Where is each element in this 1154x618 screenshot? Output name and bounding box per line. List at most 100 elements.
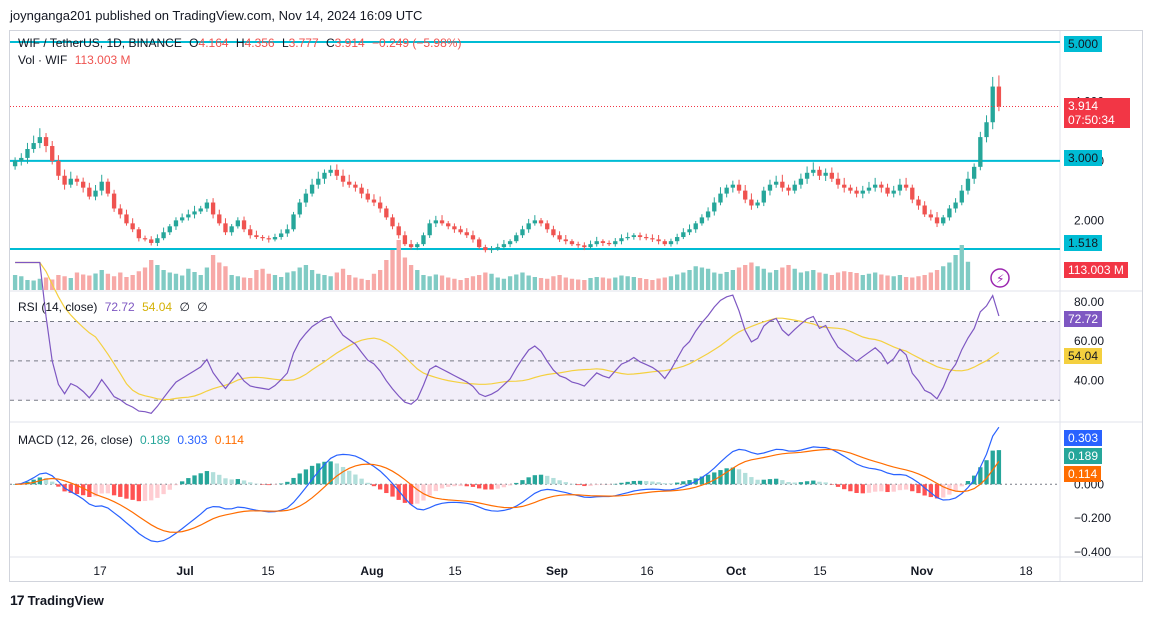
volume-bar — [928, 272, 934, 290]
volume-bar — [464, 278, 469, 290]
macd-histogram-bar — [773, 478, 779, 485]
time-axis-tick: 18 — [1019, 564, 1033, 578]
volume-bar — [674, 274, 680, 290]
macd-histogram-bar — [978, 467, 983, 485]
volume-bar — [297, 267, 302, 290]
volume-bar — [402, 257, 408, 290]
macd-histogram-bar — [699, 476, 705, 485]
macd-label[interactable]: MACD (12, 26, close) — [18, 433, 133, 447]
candle-body — [674, 237, 680, 242]
macd-histogram-bar — [730, 467, 736, 485]
symbol-label[interactable]: WIF / TetherUS, 1D, BINANCE — [18, 36, 182, 50]
candle-body — [303, 193, 309, 203]
volume-bar — [823, 273, 828, 290]
candle-body — [693, 223, 698, 230]
candle-body — [532, 220, 538, 224]
macd-histogram-bar — [804, 481, 810, 485]
volume-bar — [699, 267, 705, 290]
volume-bar — [74, 272, 80, 290]
volume-bar — [359, 278, 364, 290]
volume-bar — [458, 280, 463, 290]
price-tag-value: 3.914 — [1068, 99, 1099, 113]
volume-bar — [656, 278, 661, 290]
candle-body — [557, 235, 562, 240]
volume-bar — [56, 275, 61, 290]
candle-body — [910, 187, 915, 200]
volume-bar — [712, 272, 717, 290]
volume-bar — [124, 277, 129, 290]
rsi-label[interactable]: RSI (14, close) — [18, 300, 98, 314]
macd-histogram-bar — [118, 484, 123, 497]
candle-body — [761, 190, 766, 203]
volume-bar — [965, 261, 971, 290]
volume-bar — [470, 276, 476, 290]
volume-bar — [792, 268, 797, 290]
volume-legend: Vol · WIF 113.003 M — [18, 53, 135, 67]
volume-bar — [353, 277, 358, 290]
volume-bar — [285, 272, 290, 290]
macd-histogram-bar — [563, 482, 568, 485]
volume-bar — [804, 271, 810, 290]
candle-body — [922, 205, 927, 215]
volume-bar — [229, 275, 234, 290]
candle-body — [681, 232, 686, 238]
macd-histogram-bar — [532, 475, 538, 485]
volume-bar — [136, 271, 142, 290]
macd-histogram-bar — [347, 470, 352, 485]
volume-bar — [755, 266, 760, 290]
volume-bar — [514, 274, 519, 290]
chart-frame[interactable] — [9, 30, 1143, 582]
volume-bar — [93, 273, 98, 290]
volume-bar — [408, 265, 414, 290]
volume-bar — [551, 276, 556, 290]
macd-histogram-bar — [619, 482, 624, 485]
volume-bar — [309, 270, 315, 290]
candle-body — [600, 241, 606, 243]
candle-body — [377, 202, 383, 209]
macd-legend: MACD (12, 26, close) 0.189 0.303 0.114 — [18, 433, 248, 447]
candle-body — [371, 199, 377, 203]
volume-bar — [613, 277, 618, 290]
macd-histogram-bar — [439, 484, 445, 489]
candle-body — [798, 178, 804, 185]
macd-histogram-bar — [755, 479, 760, 485]
candle-body — [241, 220, 247, 230]
macd-histogram-bar — [402, 484, 408, 503]
candle-body — [668, 241, 674, 245]
candle-body — [415, 244, 420, 248]
volume-bar — [835, 272, 841, 290]
volume-bar — [130, 275, 135, 290]
candle-body — [408, 244, 414, 248]
volume-bar — [142, 267, 148, 290]
volume-bar — [334, 272, 340, 290]
macd-histogram-bar — [538, 474, 544, 485]
macd-histogram-bar — [507, 484, 513, 486]
volume-bar — [681, 272, 686, 290]
candle-body — [879, 184, 884, 188]
candle-body — [792, 184, 797, 191]
candle-body — [297, 202, 302, 215]
macd-histogram-bar — [829, 484, 835, 485]
volume-bar — [452, 278, 457, 290]
footer-brand: TradingView — [27, 592, 104, 608]
volume-bar — [272, 275, 278, 290]
time-axis-tick: 16 — [640, 564, 654, 578]
change-value: −0.249 (−5.98%) — [372, 36, 462, 50]
macd-histogram-bar — [842, 484, 847, 490]
volume-bar — [526, 275, 531, 290]
macd-histogram-bar — [353, 474, 358, 485]
candle-body — [155, 238, 160, 243]
macd-histogram-bar — [223, 478, 228, 485]
volume-bar — [842, 271, 847, 290]
candle-body — [606, 242, 612, 245]
candle-body — [569, 241, 575, 245]
macd-histogram-bar — [637, 480, 643, 485]
candle-body — [186, 214, 191, 218]
volume-bar — [891, 276, 896, 290]
volume-bar — [687, 270, 692, 290]
volume-value: 113.003 M — [74, 53, 131, 67]
candle-body — [755, 202, 760, 206]
volume-label[interactable]: Vol · WIF — [18, 53, 68, 67]
candle-body — [625, 237, 630, 239]
candle-body — [656, 239, 661, 242]
